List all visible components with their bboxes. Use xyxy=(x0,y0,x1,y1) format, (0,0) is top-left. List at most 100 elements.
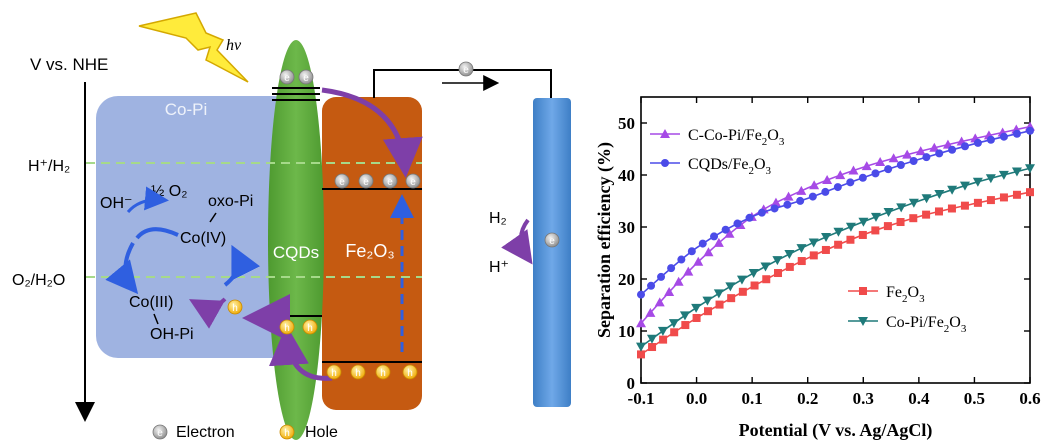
y-tick-label: 20 xyxy=(618,270,635,289)
data-point xyxy=(657,272,666,281)
data-point xyxy=(999,132,1008,141)
legend-entry: Co-Pi/Fe2O3 xyxy=(848,314,967,335)
data-point xyxy=(896,218,905,227)
electrode-electron-symbol: e xyxy=(549,236,555,247)
data-point xyxy=(883,208,894,218)
hole-transfer-cycle-arrow xyxy=(189,297,227,329)
lightning-icon xyxy=(138,12,249,83)
data-point xyxy=(809,180,820,190)
circuit-electron: e xyxy=(458,61,474,77)
counter-electrode xyxy=(533,98,571,407)
data-point xyxy=(698,239,707,248)
data-point xyxy=(745,213,754,222)
series-Fe2O3 xyxy=(637,188,1034,359)
data-point xyxy=(770,197,781,207)
cqds-label: CQDs xyxy=(273,243,319,262)
cqd-hole-symbol: h xyxy=(284,323,290,334)
data-point xyxy=(1012,190,1021,199)
data-point xyxy=(1011,167,1022,177)
data-point xyxy=(760,262,771,272)
data-point xyxy=(845,222,856,232)
data-point xyxy=(884,165,893,174)
data-point xyxy=(834,240,843,249)
x-tick-label: 0.3 xyxy=(853,389,874,408)
fe2o3-electron-symbol: e xyxy=(410,177,416,188)
fe2o3-hole-symbol: h xyxy=(407,368,413,379)
data-point xyxy=(922,153,931,162)
data-point xyxy=(998,170,1009,180)
data-point xyxy=(702,296,713,306)
half-o2-label: ½ O₂ xyxy=(151,183,187,200)
data-point xyxy=(858,230,867,239)
y-tick-label: 10 xyxy=(618,322,635,341)
data-point xyxy=(985,174,996,184)
fe2o3-hole: h xyxy=(375,364,391,380)
o-level-label: O₂/H₂O xyxy=(12,272,65,289)
y-tick-label: 40 xyxy=(618,166,635,185)
data-point xyxy=(875,156,886,166)
data-point xyxy=(738,287,747,296)
copi-hole-symbol: h xyxy=(232,303,238,314)
fe2o3-hole-symbol: h xyxy=(331,368,337,379)
plot-frame xyxy=(640,96,1031,384)
data-point xyxy=(637,290,645,299)
data-point xyxy=(871,169,880,178)
legend-marker xyxy=(660,129,670,138)
x-axis-label: Potential (V vs. Ag/AgCl) xyxy=(739,420,933,441)
reduction-arrow xyxy=(501,218,533,265)
h-level-label: H⁺/H₂ xyxy=(28,158,70,175)
data-point xyxy=(861,161,872,171)
data-point xyxy=(724,228,735,238)
series-CQDs/Fe2O3 xyxy=(637,126,1034,299)
oh-pi-label: OH-Pi xyxy=(150,326,194,343)
fe2o3-hole-symbol: h xyxy=(380,368,386,379)
data-point xyxy=(821,245,830,254)
data-point xyxy=(921,194,932,204)
data-point xyxy=(770,204,779,213)
data-point xyxy=(934,207,943,216)
data-point xyxy=(947,204,956,213)
data-point xyxy=(704,307,713,316)
data-point xyxy=(959,181,970,191)
legend-electron-icon-symbol: e xyxy=(157,428,163,439)
y-axis-label: Separation efficiency (%) xyxy=(594,142,615,338)
legend-entry: C-Co-Pi/Fe2O3 xyxy=(650,127,785,148)
data-point xyxy=(973,198,982,207)
x-tick-label: 0.4 xyxy=(908,389,930,408)
data-point xyxy=(947,185,958,195)
hole-to-cqd-arrow xyxy=(268,325,333,381)
series-line xyxy=(640,191,1031,356)
legend-marker xyxy=(859,287,867,295)
data-point xyxy=(727,294,736,303)
fe2o3-electron-symbol: e xyxy=(387,177,393,188)
data-point xyxy=(703,247,714,257)
oh-minus-label: OH⁻ xyxy=(100,195,132,212)
data-point xyxy=(715,300,724,309)
x-tick-label: 0.5 xyxy=(964,389,985,408)
axis-label: V vs. NHE xyxy=(30,55,108,74)
h-plus-label: H⁺ xyxy=(489,259,509,276)
fe2o3-electron: e xyxy=(382,173,398,189)
data-point xyxy=(986,196,995,205)
cycle-arrow-left xyxy=(105,242,139,295)
data-point xyxy=(664,287,675,297)
circuit-electron-symbol: e xyxy=(463,65,469,76)
data-point xyxy=(713,237,724,247)
data-point xyxy=(909,214,918,223)
data-point xyxy=(683,266,694,276)
scheme-legend: Electron Hole xyxy=(176,424,338,441)
co-iii-label: Co(III) xyxy=(129,294,173,311)
data-point xyxy=(821,187,830,196)
cqd-electron: e xyxy=(298,69,314,85)
fe2o3-electron: e xyxy=(405,173,421,189)
data-point xyxy=(902,149,913,159)
charge-carriers: e e e e e e h h h h h h h e e e h xyxy=(152,61,560,440)
cqd-electron: e xyxy=(279,69,295,85)
data-point xyxy=(681,321,690,330)
data-point xyxy=(785,262,794,271)
fe2o3-hole: h xyxy=(326,364,342,380)
fe2o3-electron-symbol: e xyxy=(339,177,345,188)
data-point xyxy=(986,135,995,144)
data-point xyxy=(948,145,957,154)
legend-hole-icon-symbol: h xyxy=(284,428,290,439)
